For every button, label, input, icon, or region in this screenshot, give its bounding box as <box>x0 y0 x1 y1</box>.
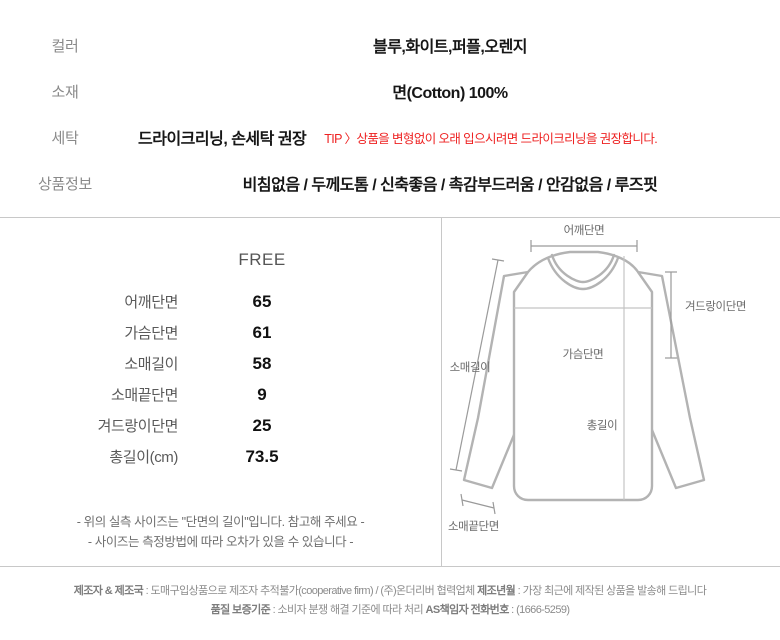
spec-row-material: 소재 면(Cotton) 100% <box>0 68 780 114</box>
size-chart-rows: 어깨단면 65 가슴단면 61 소매길이 58 소매끝단면 9 겨드랑이단면 2… <box>0 286 441 472</box>
garment-diagram-svg: 어깨단면 겨드랑이단면 소매길이 소매끝단면 <box>448 224 746 533</box>
divider-vertical <box>441 218 442 566</box>
size-chart-notes: - 위의 실측 사이즈는 "단면의 길이"입니다. 참고해 주세요 - - 사이… <box>0 512 441 552</box>
size-label-chest: 가슴단면 <box>124 325 178 342</box>
measure-shoulder-icon <box>530 240 638 252</box>
footer-as-label: AS책임자 전화번호 <box>425 604 510 616</box>
spec-value-washing: 드라이크리닝, 손세탁 권장 <box>138 131 307 148</box>
spec-label-color: 컬러 <box>51 37 79 55</box>
divider-top <box>0 217 780 218</box>
size-row-total-length: 총길이(cm) 73.5 <box>0 441 441 472</box>
diagram-label-shoulder: 어깨단면 <box>564 224 605 237</box>
diagram-label-cuff: 소매끝단면 <box>448 520 499 533</box>
spec-label-washing: 세탁 <box>51 129 79 147</box>
spec-value-product-info: 비침없음 / 두께도톰 / 신축좋음 / 촉감부드러움 / 안감없음 / 루즈핏 <box>242 177 658 194</box>
size-note-1: - 위의 실측 사이즈는 "단면의 길이"입니다. 참고해 주세요 - <box>76 515 365 529</box>
footer: 제조자 & 제조국 : 도매구입상품으로 제조자 추적불가(cooperativ… <box>0 582 780 620</box>
size-label-total-length: 총길이(cm) <box>109 449 178 466</box>
size-row-cuff: 소매끝단면 9 <box>0 379 441 410</box>
size-value-total-length: 73.5 <box>245 446 279 466</box>
spec-row-color: 컬러 블루,화이트,퍼플,오렌지 <box>0 22 780 68</box>
divider-bottom <box>0 566 780 567</box>
measure-armhole-icon <box>665 271 677 359</box>
size-value-sleeve-length: 58 <box>252 353 272 373</box>
size-note-2: - 사이즈는 측정방법에 따라 오차가 있을 수 있습니다 - <box>87 535 354 549</box>
size-label-cuff: 소매끝단면 <box>110 387 178 404</box>
spec-value-wrap-product-info: 비침없음 / 두께도톰 / 신축좋음 / 촉감부드러움 / 안감없음 / 루즈핏 <box>130 171 780 195</box>
spec-row-washing: 세탁 드라이크리닝, 손세탁 권장 TIP 〉상품을 변형없이 오래 입으시려면… <box>0 114 780 160</box>
diagram-label-sleeve-length: 소매길이 <box>450 361 491 374</box>
footer-maker-value: : 도매구입상품으로 제조자 추적불가(cooperative firm) / … <box>143 585 478 597</box>
diagram-label-chest: 가슴단면 <box>563 348 604 361</box>
size-value-chest: 61 <box>252 322 272 342</box>
size-chart-panel: FREE 어깨단면 65 가슴단면 61 소매길이 58 소매끝단면 9 겨드랑… <box>0 218 441 566</box>
garment-outline-icon <box>462 250 706 502</box>
garment-inner-guides-icon <box>514 256 652 500</box>
size-row-sleeve-length: 소매길이 58 <box>0 348 441 379</box>
spec-label-material: 소재 <box>51 83 79 101</box>
diagram-label-total-length: 총길이 <box>587 419 618 432</box>
diagram-label-armhole: 겨드랑이단면 <box>685 300 746 313</box>
spec-value-wrap-washing: 드라이크리닝, 손세탁 권장 TIP 〉상품을 변형없이 오래 입으시려면 드라… <box>130 125 780 149</box>
size-column-header-free: FREE <box>238 250 286 269</box>
footer-warranty-label: 품질 보증기준 <box>210 604 271 616</box>
spec-value-wrap-color: 블루,화이트,퍼플,오렌지 <box>130 33 780 57</box>
footer-madedate-value: : 가장 최근에 제작된 상품을 발송해 드립니다 <box>515 585 707 597</box>
footer-line-2: 품질 보증기준 : 소비자 분쟁 해결 기준에 따라 처리 AS책임자 전화번호… <box>0 601 780 620</box>
footer-as-value: : (1666-5259) <box>508 604 570 616</box>
spec-value-wrap-material: 면(Cotton) 100% <box>130 79 780 103</box>
footer-madedate-label: 제조년월 <box>477 585 516 597</box>
footer-line-1: 제조자 & 제조국 : 도매구입상품으로 제조자 추적불가(cooperativ… <box>0 582 780 601</box>
size-row-chest: 가슴단면 61 <box>0 317 441 348</box>
size-label-sleeve-length: 소매길이 <box>124 356 178 373</box>
spec-label-product-info: 상품정보 <box>37 175 92 193</box>
size-row-armhole: 겨드랑이단면 25 <box>0 410 441 441</box>
spec-row-product-info: 상품정보 비침없음 / 두께도톰 / 신축좋음 / 촉감부드러움 / 안감없음 … <box>0 160 780 206</box>
size-value-armhole: 25 <box>252 415 272 435</box>
size-value-shoulder: 65 <box>252 291 272 311</box>
size-value-cuff: 9 <box>257 384 267 404</box>
spec-value-color: 블루,화이트,퍼플,오렌지 <box>372 39 528 56</box>
washing-tip-note: TIP 〉상품을 변형없이 오래 입으시려면 드라이크리닝을 권장합니다. <box>324 132 658 146</box>
garment-diagram-panel: 어깨단면 겨드랑이단면 소매길이 소매끝단면 <box>442 218 780 566</box>
measure-sleeve-length-icon <box>449 258 505 472</box>
spec-value-material: 면(Cotton) 100% <box>392 85 508 102</box>
size-row-shoulder: 어깨단면 65 <box>0 286 441 317</box>
footer-maker-label: 제조자 & 제조국 <box>73 585 144 597</box>
size-label-shoulder: 어깨단면 <box>124 294 178 311</box>
footer-warranty-value: : 소비자 분쟁 해결 기준에 따라 처리 <box>270 604 426 616</box>
measure-cuff-icon <box>460 493 496 515</box>
size-label-armhole: 겨드랑이단면 <box>97 418 179 435</box>
spec-table: 컬러 블루,화이트,퍼플,오렌지 소재 면(Cotton) 100% 세탁 드라… <box>0 0 780 217</box>
